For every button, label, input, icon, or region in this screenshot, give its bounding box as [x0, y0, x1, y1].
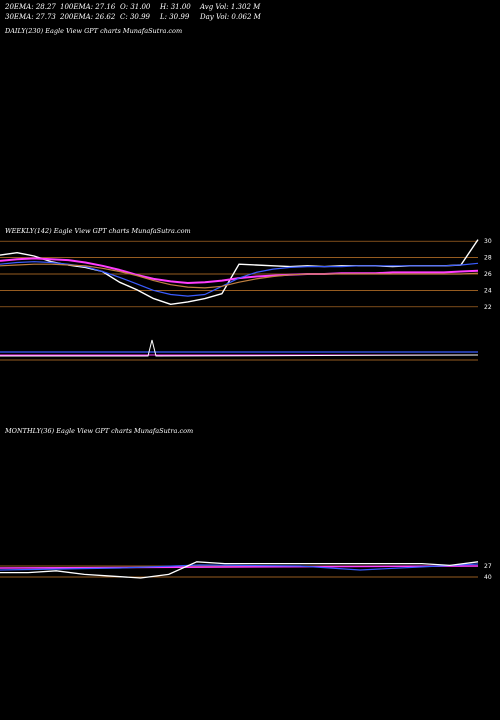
weekly-ema-long-line: [0, 263, 479, 289]
ema200-stat: 200EMA: 26.62: [60, 13, 116, 21]
tick-label-26: 26: [484, 271, 492, 278]
weekly-ema-short-line: [0, 257, 479, 284]
day-vol-stat: Day Vol: 0.062 M: [200, 13, 261, 21]
monthly-panel-label: MONTHLY(36) Eagle View GPT charts Munafa…: [5, 427, 194, 435]
weekly-panel-label: WEEKLY(142) Eagle View GPT charts Munafa…: [5, 227, 191, 235]
tick-label-30: 30: [484, 238, 492, 245]
monthly-series: [0, 561, 479, 579]
monthly-tick-label-40: 40: [484, 574, 492, 581]
tick-label-22: 22: [484, 304, 492, 311]
tick-label-24: 24: [484, 287, 492, 294]
monthly-price-line: [0, 561, 479, 579]
volume-spike-line: [0, 339, 479, 357]
monthly-ema-short-line: [0, 565, 479, 569]
weekly-gridlines: [0, 240, 478, 308]
open-stat: O: 31.00: [120, 3, 151, 11]
volume-strip: [0, 339, 479, 361]
ema30-stat: 30EMA: 27.73: [5, 13, 56, 21]
header-stats: 20EMA: 28.27 30EMA: 27.73 100EMA: 27.16 …: [5, 2, 261, 112]
weekly-y-ticks: 30 28 26 24 22: [484, 238, 492, 311]
avg-vol-stat: Avg Vol: 1.302 M: [200, 3, 261, 11]
tick-label-28: 28: [484, 255, 492, 262]
weekly-series: [0, 239, 479, 305]
ema20-stat: 20EMA: 28.27: [5, 3, 56, 11]
monthly-ema-mid-line: [0, 563, 479, 571]
monthly-y-ticks: 27 40: [484, 563, 492, 581]
low-stat: L: 30.99: [160, 13, 190, 21]
monthly-tick-label-27: 27: [484, 563, 492, 570]
close-stat: C: 30.99: [120, 13, 150, 21]
high-stat: H: 31.00: [160, 3, 191, 11]
daily-panel-label: DAILY(230) Eagle View GPT charts MunafaS…: [5, 27, 183, 35]
ema100-stat: 100EMA: 27.16: [60, 3, 116, 11]
